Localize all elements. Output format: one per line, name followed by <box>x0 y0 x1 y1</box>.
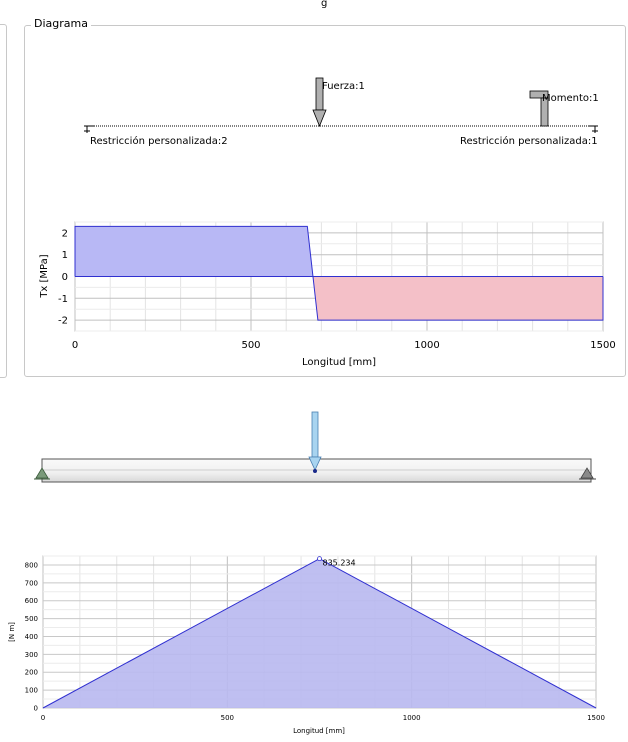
moment-icon[interactable] <box>529 90 549 127</box>
shear-x-axis-label: Longitud [mm] <box>302 357 376 368</box>
beam-schematic: Fuerza:1 Momento:1 Restricción personali… <box>84 77 599 147</box>
shear-y-tick-label: -2 <box>58 316 68 327</box>
support-right-label: Restricción personalizada:1 <box>460 135 598 147</box>
moment-x-ticks: 0 500 1000 1500 <box>41 714 605 722</box>
shear-x-tick-label: 1500 <box>590 340 615 351</box>
diagram-group-title: Diagrama <box>31 17 91 30</box>
moment-label: Momento:1 <box>542 93 599 104</box>
moment-y-tick-label: 800 <box>25 561 38 569</box>
shear-y-tick-label: -1 <box>58 294 68 305</box>
moment-y-axis-label: [N m] <box>8 622 16 642</box>
moment-y-tick-label: 500 <box>25 615 38 623</box>
shear-y-axis-label: Tx [MPa] <box>39 254 50 298</box>
support-left-icon[interactable] <box>84 125 94 133</box>
left-panel-frame <box>0 24 7 378</box>
moment-y-tick-label: 200 <box>25 669 38 677</box>
moment-y-tick-label: 300 <box>25 651 38 659</box>
moment-y-ticks: 800 700 600 500 400 300 200 100 0 <box>25 561 38 712</box>
moment-y-tick-label: 0 <box>34 705 38 713</box>
moment-peak-label: 835.234 <box>323 559 356 568</box>
shear-positive-area <box>75 226 313 277</box>
moment-x-tick-label: 1500 <box>587 714 605 722</box>
force-arrow-icon[interactable] <box>312 77 327 128</box>
shear-y-ticks: 2 1 0 -1 -2 <box>58 228 68 326</box>
shear-y-tick-label: 0 <box>62 272 68 283</box>
shear-series-line <box>74 225 604 321</box>
force-label: Fuerza:1 <box>322 81 365 92</box>
shear-fills <box>75 226 603 321</box>
shear-y-tick-label: 1 <box>62 250 68 261</box>
support-left-label: Restricción personalizada:2 <box>90 135 228 147</box>
moment-y-tick-label: 700 <box>25 579 38 587</box>
moment-x-tick-label: 0 <box>41 714 45 722</box>
moment-y-tick-label: 400 <box>25 633 38 641</box>
shear-x-tick-label: 500 <box>241 340 260 351</box>
shear-negative-area <box>312 276 603 321</box>
window-title-fragment: g <box>321 0 327 9</box>
window-title-strip: g <box>321 0 327 9</box>
moment-peak-marker[interactable] <box>317 556 322 562</box>
moment-area <box>43 558 596 708</box>
diagram-panel: g Diagrama Fuerza:1 Momento:1 Restricció… <box>0 0 626 378</box>
moment-x-tick-label: 500 <box>221 714 234 722</box>
shear-chart: 2 1 0 -1 -2 0 500 1000 1500 Longitud [mm… <box>39 221 616 368</box>
support-right-icon[interactable] <box>589 125 598 133</box>
shear-y-tick-label: 2 <box>62 228 68 239</box>
diagram-group-box <box>24 25 626 377</box>
shear-x-ticks: 0 500 1000 1500 <box>72 340 616 351</box>
shear-x-tick-label: 0 <box>72 340 78 351</box>
moment-x-tick-label: 1000 <box>403 714 421 722</box>
moment-y-tick-label: 100 <box>25 687 38 695</box>
moment-y-tick-label: 600 <box>25 597 38 605</box>
shear-x-tick-label: 1000 <box>414 340 439 351</box>
moment-x-axis-label: Longitud [mm] <box>293 727 345 735</box>
